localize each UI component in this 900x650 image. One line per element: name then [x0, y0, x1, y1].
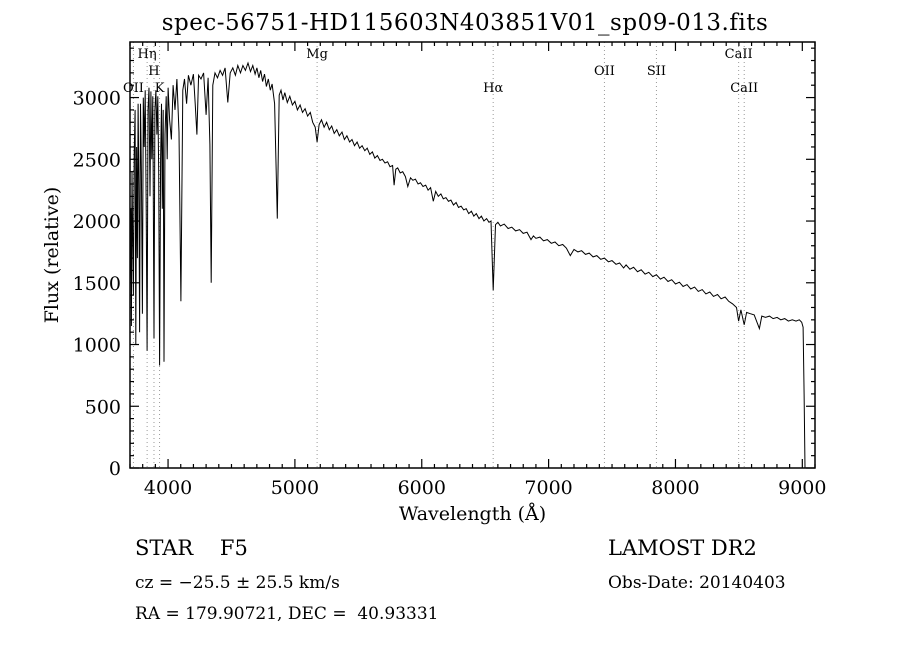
spectral-line-label: OII — [123, 81, 144, 96]
x-tick-label: 8000 — [651, 477, 699, 499]
y-tick-label: 2000 — [73, 211, 121, 233]
plot-frame — [129, 41, 816, 469]
x-tick-label: 6000 — [398, 477, 446, 499]
x-axis-label: Wavelength (Å) — [398, 503, 547, 525]
x-tick-label: 4000 — [144, 477, 192, 499]
spectral-line-label: SII — [647, 64, 666, 79]
spectral-line-label: Hη — [138, 47, 157, 62]
y-tick-label: 1500 — [73, 273, 121, 295]
object-type-label: STAR F5 — [135, 536, 248, 560]
y-tick-label: 3000 — [73, 88, 121, 110]
y-tick-label: 500 — [85, 396, 121, 418]
cz-value: cz = −25.5 ± 25.5 km/s — [135, 573, 340, 593]
spectral-line-label: Hα — [483, 81, 503, 96]
ra-dec-value: RA = 179.90721, DEC = 40.93331 — [135, 604, 439, 624]
y-tick-label: 2500 — [73, 149, 121, 171]
spectral-line-label: CaII — [730, 81, 758, 96]
x-tick-label: 7000 — [524, 477, 572, 499]
spectral-line-label: Mg — [306, 47, 328, 62]
x-tick-label: 5000 — [271, 477, 319, 499]
spectrum-line — [129, 61, 806, 469]
spectral-line-label: OII — [594, 64, 615, 79]
y-axis-label: Flux (relative) — [41, 186, 63, 324]
plot-title: spec-56751-HD115603N403851V01_sp09-013.f… — [161, 10, 769, 36]
y-tick-label: 0 — [109, 458, 121, 480]
spectral-line-label: K — [155, 81, 165, 96]
survey-label: LAMOST DR2 — [608, 536, 757, 560]
spectral-line-label: H — [148, 64, 159, 79]
obs-date: Obs-Date: 20140403 — [608, 573, 786, 593]
x-tick-label: 9000 — [778, 477, 826, 499]
spectral-line-label: CaII — [725, 47, 753, 62]
y-tick-label: 1000 — [73, 335, 121, 357]
